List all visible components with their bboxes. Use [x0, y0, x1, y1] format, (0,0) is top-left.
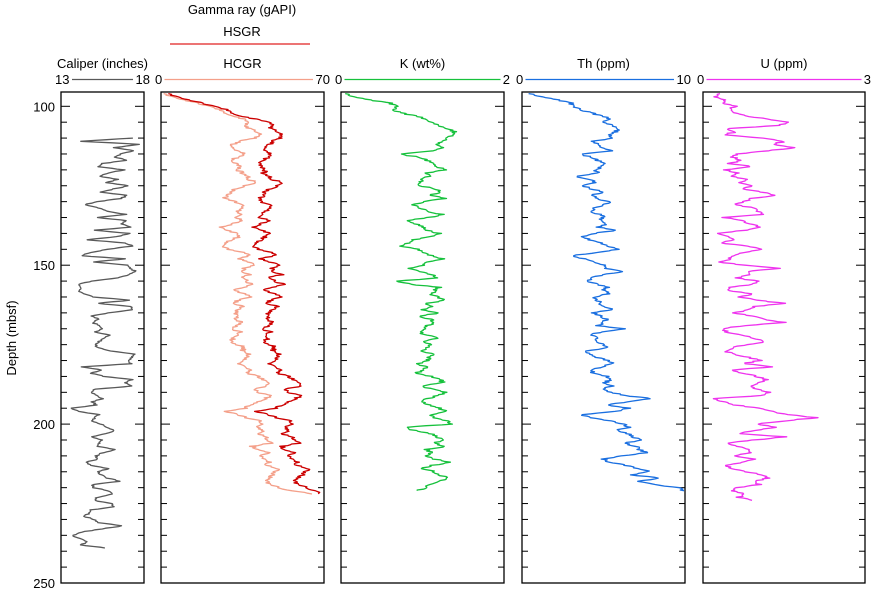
- panel-title-k: K (wt%): [400, 56, 446, 71]
- scale-min-label-th: 0: [516, 72, 523, 87]
- panel-frame-k: [340, 91, 505, 584]
- y-tick-label: 100: [33, 99, 55, 114]
- panel-u: U (ppm) 0 3: [697, 56, 871, 584]
- panel-title-th: Th (ppm): [577, 56, 630, 71]
- series-line-hcgr: [163, 92, 313, 495]
- panel-caliper: Caliper (inches)13 18 100 150 200 250: [33, 56, 150, 591]
- panel-title-caliper: Caliper (inches): [57, 56, 148, 71]
- scale-min-label-k: 0: [335, 72, 342, 87]
- scale-max-label-gamma: 70: [316, 72, 330, 87]
- panel-frame-gamma: [160, 91, 325, 584]
- series-line-k: [345, 92, 458, 491]
- panel-title-gamma: HCGR: [223, 56, 261, 71]
- scale-min-label-gamma: 0: [155, 72, 162, 87]
- legend-label-hsgr: HSGR: [223, 24, 261, 39]
- y-tick-label: 250: [33, 576, 55, 591]
- scale-max-label-k: 2: [503, 72, 510, 87]
- panel-th: Th (ppm) 0 10: [516, 56, 691, 584]
- series-line-caliper: [70, 137, 140, 549]
- panel-frame-caliper: [60, 91, 145, 584]
- panel-gamma: HCGR 0 70: [155, 56, 330, 584]
- series-line-u: [712, 92, 819, 502]
- scale-max-label-caliper: 18: [136, 72, 150, 87]
- panel-title-u: U (ppm): [761, 56, 808, 71]
- y-axis-label: Depth (mbsf): [4, 300, 19, 375]
- scale-max-label-th: 10: [677, 72, 691, 87]
- series-line-hsgr: [168, 92, 321, 495]
- panel-frame-u: [702, 91, 866, 584]
- y-tick-label: 150: [33, 258, 55, 273]
- scale-max-label-u: 3: [864, 72, 871, 87]
- group-header-gamma: Gamma ray (gAPI): [188, 2, 296, 17]
- panel-k: K (wt%) 0 2: [335, 56, 510, 584]
- panel-frame-th: [521, 91, 686, 584]
- scale-min-label-caliper: 13: [55, 72, 69, 87]
- scale-min-label-u: 0: [697, 72, 704, 87]
- series-line-th: [528, 92, 685, 492]
- y-tick-label: 200: [33, 417, 55, 432]
